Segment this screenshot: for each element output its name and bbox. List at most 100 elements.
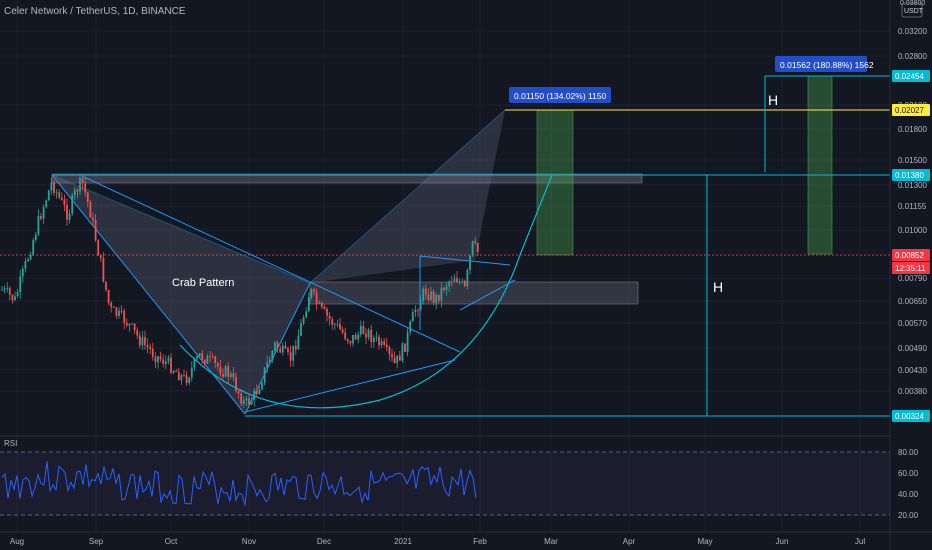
candle-body [8,288,11,295]
candle-body [27,259,29,261]
candle-body [81,177,84,184]
candle-body [120,310,123,312]
candle-body [222,374,224,377]
candle-body [268,359,271,363]
time-tick: May [697,537,712,546]
candle-body [300,323,302,336]
candle-body [112,307,115,308]
crab-leg-bc [309,109,506,284]
candle-body [1,289,3,291]
price-tick: 0.01300 [898,181,927,190]
candle-body [471,241,474,256]
candle-body [198,353,201,357]
candle-body [302,317,305,324]
candle-body [432,291,435,303]
candle-body [448,281,451,287]
candle-body [105,281,107,290]
price-label-bg [892,104,930,116]
time-ticks[interactable]: Aug Sep Oct Nov Dec 2021 Feb Mar Apr May Jun Jul [10,537,865,546]
candle-body [393,357,396,364]
time-tick: 2021 [394,537,412,546]
currency-badge[interactable] [901,2,923,18]
candle-body [411,311,414,322]
candle-body [284,345,287,349]
price-scale-bg[interactable] [890,0,932,550]
h-label-left: H [713,279,723,295]
candle-body [32,239,35,255]
candle-body [211,356,214,358]
candle-body [203,359,206,364]
candle-body [66,205,68,220]
candle-body [14,296,16,301]
drawings-back [51,75,833,415]
candle-body [21,268,24,277]
candle-body [37,216,40,235]
price-label-bg [892,70,930,82]
candle-body [190,367,193,378]
candle-body [458,281,461,283]
grid [0,0,890,532]
candle-body [240,393,243,404]
candle-body [401,343,404,361]
pennant-bottom [459,279,516,311]
price-tick: 0.01000 [898,226,927,235]
price-tick: 0.00650 [898,297,927,306]
price-label: 12:35:11 [895,264,926,273]
candle-body [115,307,118,317]
candle-body [427,294,430,300]
candle-body [391,354,393,358]
price-tick: 0.00790 [898,274,927,283]
candle-body [315,291,318,304]
candle-body [328,315,331,320]
candle-body [404,343,406,352]
price-tick: 0.00430 [898,366,927,375]
candle-body [362,326,365,334]
candle-body [435,294,438,303]
candle-body [86,192,89,202]
candle-body [60,197,63,200]
candle-body [456,278,458,283]
candle-body [99,255,102,259]
candle-body [219,366,222,375]
candle-body [16,292,19,297]
candle-body [461,280,464,282]
candle-body [102,258,105,282]
candle-body [157,356,159,363]
candle-body [313,289,315,292]
candle-body [352,334,354,344]
time-tick: Jul [855,537,865,546]
candle-body [255,390,258,395]
candle-body [383,341,386,345]
candle-body [320,302,323,307]
candle-body [307,297,310,312]
candle-body [279,348,282,353]
crab-triangle-xab [52,175,310,414]
candle-body [476,243,479,252]
candle-body [34,234,37,240]
candle-body [170,357,172,373]
drawings-front [0,75,890,417]
price-label-bg [892,410,930,422]
candle-body [162,359,165,364]
candle-body [266,362,269,368]
candle-body [53,182,55,193]
price-tick: 0.03200 [898,27,927,36]
rsi-tick: 80.00 [898,448,919,457]
target-box-1 [536,109,574,256]
candle-body [224,366,227,377]
candle-body [79,177,81,192]
candle-body [354,334,357,340]
candle-body [185,375,188,384]
candle-body [196,356,198,359]
candle-body [380,341,383,346]
candle-body [175,371,178,372]
candle-body [201,353,204,360]
uptrend-line [244,359,456,413]
rsi-label: RSI [4,439,17,448]
candle-body [180,374,183,381]
candle-body [336,323,339,325]
candle-body [349,340,352,344]
price-tick: 0.00380 [898,387,927,396]
